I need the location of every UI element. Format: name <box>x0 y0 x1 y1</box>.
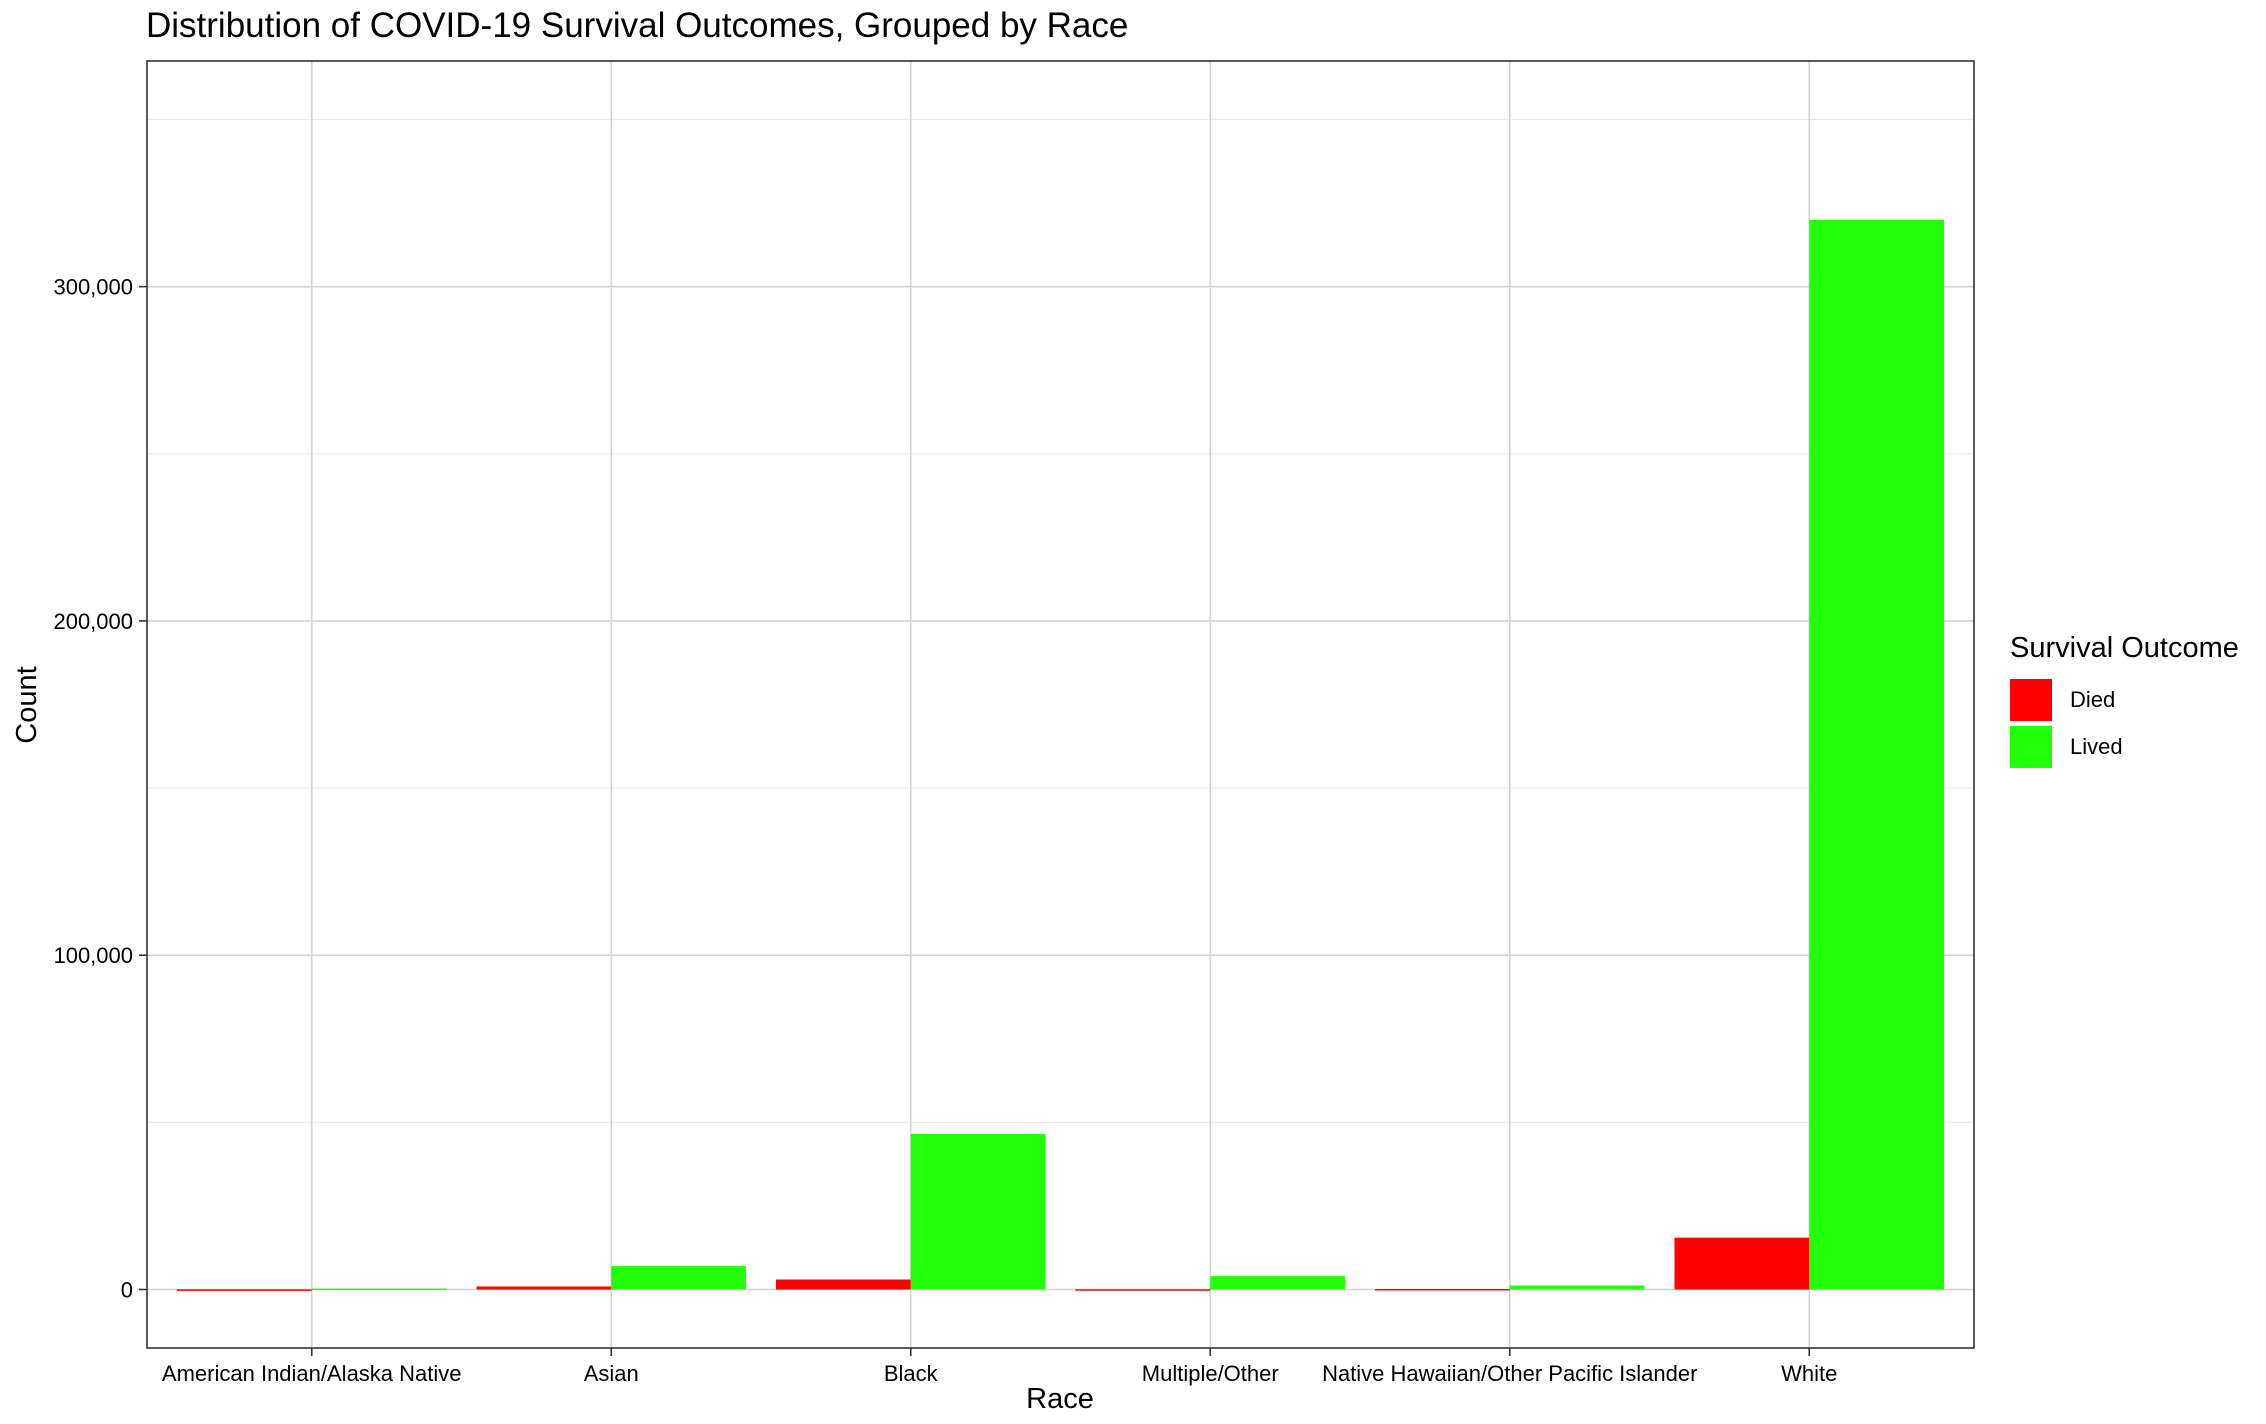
bar-lived-1 <box>611 1266 747 1290</box>
bar-died-5 <box>1674 1237 1810 1290</box>
legend-label-lived: Lived <box>2070 734 2123 759</box>
x-tick-label: Asian <box>584 1361 639 1386</box>
x-tick-label: Multiple/Other <box>1142 1361 1279 1386</box>
grid-lines <box>147 61 1974 1348</box>
bar-lived-3 <box>1210 1276 1346 1290</box>
bar-died-2 <box>775 1279 911 1290</box>
bar-died-1 <box>476 1286 612 1290</box>
bar-lived-4 <box>1509 1285 1645 1290</box>
x-tick-label: American Indian/Alaska Native <box>162 1361 462 1386</box>
x-axis: American Indian/Alaska Native Asian Black M… <box>162 1348 1837 1386</box>
x-axis-title: Race <box>1026 1383 1094 1415</box>
legend-key-died <box>2010 679 2052 721</box>
legend-item-lived: Lived <box>2010 726 2123 768</box>
bar-lived-2 <box>910 1134 1046 1290</box>
x-tick-label: Native Hawaiian/Other Pacific Islander <box>1322 1361 1697 1386</box>
y-axis: 0 100,000 200,000 300,000 <box>53 275 147 1303</box>
y-tick-label: 0 <box>121 1278 133 1303</box>
x-tick-label: Black <box>884 1361 939 1386</box>
chart-title: Distribution of COVID-19 Survival Outcom… <box>146 6 1129 45</box>
bar-died-3 <box>1075 1289 1211 1291</box>
y-tick-label: 300,000 <box>53 275 133 300</box>
legend-title: Survival Outcome <box>2010 632 2239 664</box>
bar-lived-5 <box>1809 219 1945 1290</box>
legend-key-lived <box>2010 726 2052 768</box>
legend: Survival Outcome Died Lived <box>2010 632 2239 768</box>
y-tick-label: 200,000 <box>53 609 133 634</box>
bar-lived-0 <box>311 1288 447 1290</box>
legend-item-died: Died <box>2010 679 2115 721</box>
bars <box>176 219 1945 1291</box>
plot-border <box>146 60 1975 1349</box>
y-tick-label: 100,000 <box>53 943 133 968</box>
x-tick-label: White <box>1781 1361 1837 1386</box>
y-axis-title: Count <box>11 666 43 743</box>
bar-died-0 <box>176 1289 312 1291</box>
legend-label-died: Died <box>2070 687 2116 712</box>
bar-died-4 <box>1374 1288 1510 1291</box>
